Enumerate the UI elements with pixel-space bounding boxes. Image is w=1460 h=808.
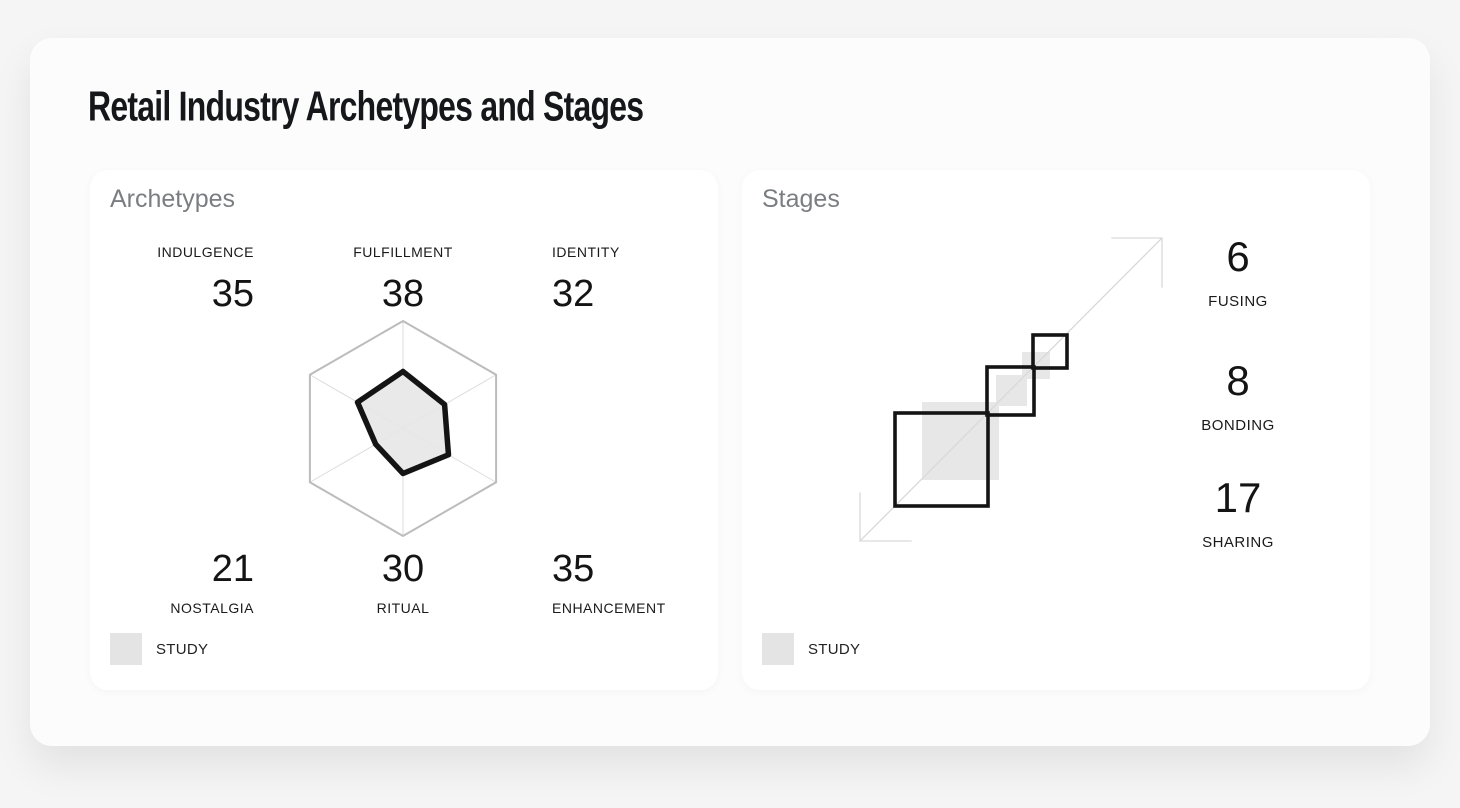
svg-text:21: 21 (212, 548, 254, 590)
svg-text:FUSING: FUSING (1208, 293, 1268, 310)
svg-text:38: 38 (382, 273, 424, 315)
svg-text:SHARING: SHARING (1202, 534, 1274, 551)
svg-text:RITUAL: RITUAL (377, 600, 430, 616)
svg-text:8: 8 (1226, 357, 1249, 404)
svg-text:BONDING: BONDING (1201, 417, 1275, 434)
svg-text:32: 32 (552, 273, 594, 315)
svg-text:6: 6 (1226, 233, 1249, 280)
svg-text:NOSTALGIA: NOSTALGIA (170, 600, 254, 616)
svg-text:INDULGENCE: INDULGENCE (157, 244, 254, 260)
svg-text:IDENTITY: IDENTITY (552, 244, 620, 260)
svg-text:35: 35 (212, 273, 254, 315)
svg-text:30: 30 (382, 548, 424, 590)
svg-text:ENHANCEMENT: ENHANCEMENT (552, 600, 666, 616)
svg-text:35: 35 (552, 548, 594, 590)
svg-text:17: 17 (1215, 474, 1262, 521)
svg-text:FULFILLMENT: FULFILLMENT (353, 244, 453, 260)
